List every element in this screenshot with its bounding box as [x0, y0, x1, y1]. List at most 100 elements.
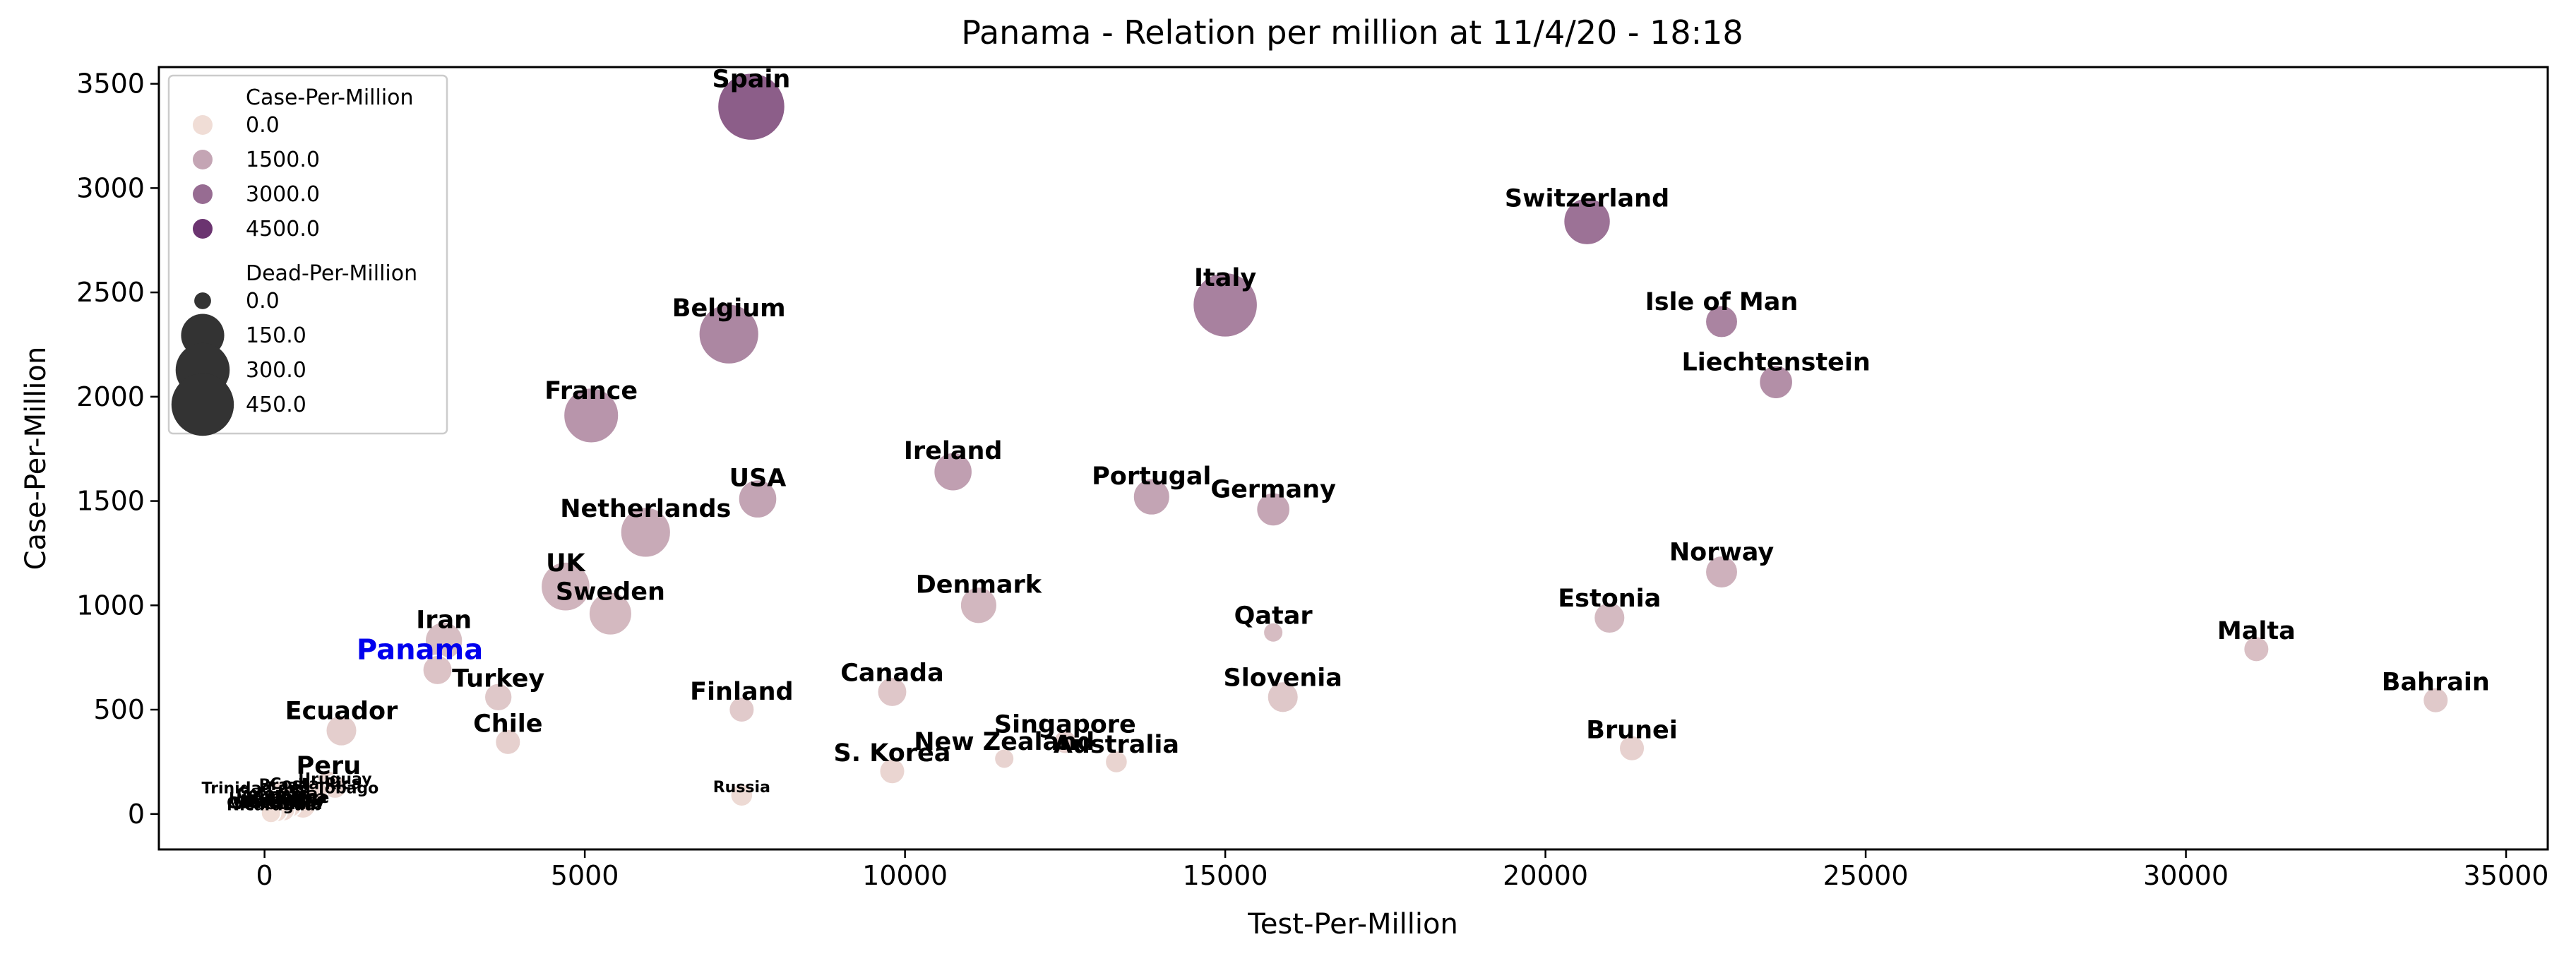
data-point	[698, 303, 760, 365]
data-point	[1705, 304, 1739, 339]
legend-hue-label: 1500.0	[246, 148, 320, 172]
data-point	[260, 802, 282, 824]
point-label: Estonia	[1558, 585, 1661, 613]
data-point	[619, 506, 672, 559]
x-tick-label: 30000	[2143, 860, 2229, 891]
data-point	[1192, 272, 1258, 338]
point-label: Germany	[1210, 476, 1336, 504]
point-label: France	[544, 377, 638, 405]
data-point	[1618, 734, 1646, 762]
legend: Case-Per-Million 0.0 1500.0 3000.0 4500.0 D…	[167, 74, 448, 436]
y-tick-label: 2000	[76, 381, 145, 412]
point-label: Isle of Man	[1645, 288, 1799, 316]
y-tick-label: 500	[93, 694, 145, 725]
point-label: Panama	[357, 633, 483, 666]
data-point	[1132, 477, 1171, 516]
legend-size-label: 300.0	[246, 358, 306, 383]
y-axis: 0 500 1000 1500 2000 2500 3000 3500	[76, 68, 159, 830]
data-point	[2243, 635, 2270, 663]
plot-background	[159, 67, 2548, 849]
legend-hue-marker	[193, 115, 213, 135]
point-label: Iran	[416, 607, 472, 635]
data-point	[494, 728, 522, 756]
point-label: Bahrain	[2382, 669, 2490, 697]
point-label: S. Korea	[834, 739, 951, 768]
y-tick-label: 3000	[76, 172, 145, 203]
y-tick-label: 3500	[76, 68, 145, 100]
point-label: Nicaragua	[227, 796, 316, 814]
y-axis-label: Case-Per-Million	[20, 347, 52, 571]
x-tick-label: 5000	[551, 860, 619, 891]
point-label: Liechtenstein	[1681, 348, 1870, 376]
point-label: Italy	[1194, 264, 1256, 292]
point-label: Spain	[712, 66, 791, 94]
point-label: Belgium	[672, 294, 786, 323]
point-label: Chile	[473, 710, 542, 739]
x-tick-label: 15000	[1183, 860, 1268, 891]
point-label: Belize	[277, 789, 330, 807]
x-tick-label: 0	[256, 860, 273, 891]
point-label: Singapore	[994, 710, 1136, 739]
point-label: Venezuela	[232, 796, 322, 813]
legend-hue-entries: 0.0 1500.0 3000.0 4500.0	[193, 113, 320, 241]
legend-size-label: 0.0	[246, 289, 280, 314]
point-label: Brunei	[1586, 717, 1678, 745]
point-label: Colombia	[237, 785, 318, 803]
data-point	[878, 758, 906, 785]
point-label: Trinidad and Tobago	[202, 780, 379, 798]
data-point	[933, 451, 973, 492]
x-tick-label: 20000	[1503, 860, 1588, 891]
point-label: Australia	[1054, 731, 1179, 759]
legend-hue-label: 0.0	[246, 113, 280, 138]
data-point	[303, 780, 328, 805]
x-tick-label: 25000	[1823, 860, 1909, 891]
legend-box	[167, 74, 448, 435]
point-label: Russia	[713, 779, 770, 796]
data-point	[728, 696, 756, 724]
data-point	[717, 72, 786, 141]
point-label: Guatemala	[227, 794, 321, 812]
data-point	[1052, 729, 1078, 755]
point-label: Canada	[840, 659, 944, 688]
legend-size-label: 150.0	[246, 323, 306, 348]
point-label: Denmark	[916, 571, 1042, 599]
data-point	[484, 682, 513, 712]
x-axis: 0 5000 10000 15000 20000 25000 30000 35000	[256, 849, 2549, 891]
legend-size-marker	[194, 292, 211, 309]
y-tick-label: 1000	[76, 590, 145, 621]
point-label: Peru	[297, 752, 362, 780]
point-label: Portugal	[1092, 462, 1211, 491]
x-tick-label: 10000	[862, 860, 948, 891]
point-label: Argentina	[240, 788, 327, 806]
y-tick-label: 0	[128, 799, 145, 830]
y-tick-label: 1500	[76, 486, 145, 517]
point-label: Turkey	[452, 664, 544, 693]
legend-size-title: Dead-Per-Million	[246, 261, 417, 286]
data-point	[876, 676, 908, 708]
point-label: Switzerland	[1505, 185, 1669, 213]
data-point	[1266, 681, 1299, 714]
data-point	[1758, 364, 1794, 400]
x-tick-label: 35000	[2464, 860, 2549, 891]
data-point	[994, 748, 1015, 770]
point-label: Brazil	[259, 777, 309, 794]
point-label: Slovenia	[1224, 664, 1342, 692]
legend-size-entries: 0.0 150.0 300.0 450.0	[171, 289, 306, 436]
legend-hue-marker	[193, 219, 213, 239]
legend-size-marker	[171, 373, 234, 436]
data-point	[729, 783, 754, 807]
data-point	[540, 561, 591, 612]
point-label: Mexico	[240, 792, 302, 810]
data-point	[1593, 602, 1626, 635]
point-label: UK	[546, 549, 586, 578]
point-label: Costa Rica	[270, 776, 362, 794]
point-label: Qatar	[1234, 602, 1313, 630]
y-tick-label: 2500	[76, 277, 145, 308]
data-point	[2422, 686, 2450, 714]
data-point	[1563, 197, 1611, 246]
point-label: Bolivia	[248, 794, 307, 811]
data-point	[737, 479, 778, 519]
data-point	[422, 654, 453, 686]
plot-frame	[157, 66, 2549, 851]
data-point	[1256, 491, 1291, 527]
